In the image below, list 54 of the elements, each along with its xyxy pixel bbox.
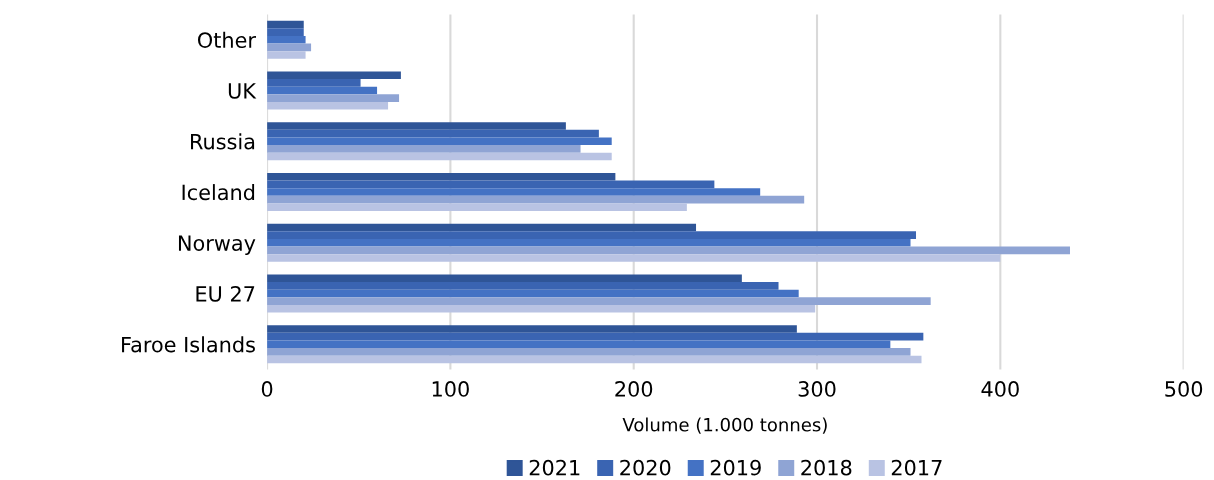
- bar: [267, 188, 761, 196]
- bar: [267, 79, 361, 87]
- bar: [267, 43, 312, 52]
- x-axis-title: Volume (1.000 tonnes): [622, 417, 827, 434]
- bar: [267, 289, 799, 298]
- bar: [267, 172, 616, 181]
- legend-label: 2021: [529, 459, 580, 476]
- x-tick-label: 500: [1165, 381, 1203, 397]
- y-tick-label: UK: [228, 83, 257, 99]
- bar: [267, 282, 779, 290]
- legend-label: 2017: [891, 459, 942, 476]
- bar: [267, 94, 400, 102]
- bar: [267, 254, 1001, 262]
- y-tick-label: Russia: [191, 133, 255, 150]
- y-tick-label: Norway: [178, 235, 256, 255]
- bar: [267, 231, 917, 239]
- x-tick-label: 0: [261, 381, 273, 397]
- x-tick-label: 300: [798, 381, 836, 397]
- y-tick-label: EU 27: [196, 285, 255, 302]
- bar: [267, 28, 304, 36]
- bar: [267, 152, 612, 161]
- legend-label: 2020: [620, 459, 671, 476]
- bar: [267, 129, 599, 138]
- bar: [267, 348, 911, 356]
- bar: [267, 180, 715, 189]
- bar: [267, 195, 805, 204]
- bar: [267, 137, 612, 146]
- bar: [267, 332, 924, 341]
- x-tick-label: 100: [432, 381, 469, 397]
- x-tick-label: 200: [615, 381, 653, 397]
- bar: [267, 101, 389, 110]
- bar: [267, 71, 401, 80]
- legend-label: 2019: [710, 459, 761, 476]
- y-tick-label: Faroe Islands: [122, 336, 255, 353]
- bar: [267, 35, 306, 44]
- bar: [267, 86, 378, 95]
- bar: [267, 325, 797, 333]
- bar: [267, 304, 816, 313]
- bar: [267, 20, 304, 29]
- y-tick-label: Iceland: [182, 184, 255, 201]
- bar: [267, 223, 697, 232]
- bar: [267, 274, 742, 283]
- bar: [267, 238, 911, 247]
- bar: [267, 340, 891, 349]
- legend-label: 2018: [801, 459, 852, 476]
- bar: [267, 203, 687, 212]
- bar: [267, 246, 1070, 255]
- x-tick-label: 400: [981, 381, 1019, 397]
- bar: [267, 355, 922, 364]
- bar: [267, 297, 931, 305]
- bar: [267, 51, 306, 59]
- y-tick-label: Other: [197, 31, 256, 48]
- bar: [267, 145, 581, 153]
- bar: [267, 122, 566, 130]
